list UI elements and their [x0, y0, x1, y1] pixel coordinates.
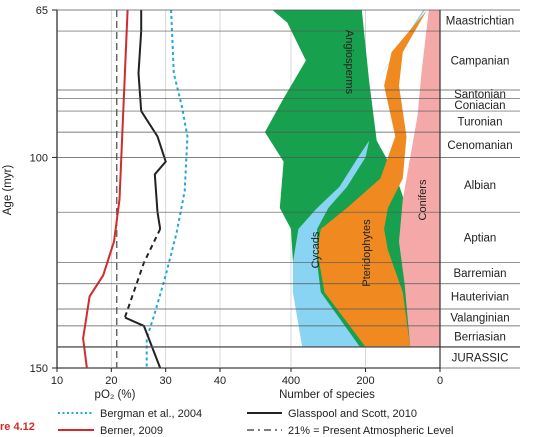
stage-label: JURASSIC — [452, 353, 509, 365]
y-axis-label: Age (myr) — [2, 165, 14, 216]
angiosperms-label: Angiosperms — [343, 30, 355, 95]
stage-label: Berriasian — [454, 331, 506, 343]
stage-label: Coniacian — [454, 100, 505, 112]
pteridophytes-label: Pteridophytes — [361, 219, 373, 287]
species-axis-label: Number of species — [279, 389, 375, 401]
legend-label-glasspool: Glasspool and Scott, 2010 — [288, 408, 417, 420]
stage-label: Santonian — [454, 89, 506, 101]
stage-label: Hauterivian — [451, 291, 509, 303]
po2-tick-label: 20 — [105, 375, 117, 387]
conifers-label: Conifers — [417, 179, 429, 220]
figure-label: re 4.12 — [0, 421, 35, 433]
series-line — [124, 316, 162, 369]
stage-label: Turonian — [458, 117, 503, 129]
stage-label: Aptian — [464, 232, 497, 244]
area-cycads — [292, 10, 426, 347]
stage-label: Valanginian — [450, 313, 509, 325]
stage-label: Albian — [464, 180, 496, 192]
stage-column: Maastrichtian Campanian SantonianConiacian… — [57, 9, 520, 369]
po2-tick-label: 40 — [214, 375, 226, 387]
y-tick-label: 100 — [30, 152, 48, 164]
stage-label: Campanian — [451, 56, 510, 68]
legend: re 4.12 Bergman et al., 2004 Berner, 200… — [0, 408, 453, 437]
stage-label: Cenomanian — [447, 140, 512, 152]
legend-label-berner: Berner, 2009 — [100, 425, 163, 437]
species-tick-label: 400 — [282, 375, 300, 387]
series-line — [137, 10, 167, 230]
y-tick-label: 150 — [30, 363, 48, 375]
species-tick-label: 0 — [437, 375, 443, 387]
cycads-label: Cycads — [310, 231, 322, 268]
series-line — [145, 9, 189, 368]
series-line — [82, 9, 129, 369]
legend-label-bergman: Bergman et al., 2004 — [100, 408, 202, 420]
y-tick-label: 65 — [36, 5, 48, 17]
series-line — [123, 228, 162, 318]
po2-tick-label: 10 — [51, 375, 63, 387]
legend-label-pal: 21% = Present Atmospheric Level — [288, 425, 453, 437]
po2-axis-label: pO₂ (%) — [95, 389, 136, 401]
stage-label: Barremian — [453, 268, 506, 280]
stage-label: Maastrichtian — [446, 16, 514, 28]
po2-lines — [82, 9, 189, 369]
species-tick-label: 200 — [356, 375, 374, 387]
po2-tick-label: 30 — [160, 375, 172, 387]
